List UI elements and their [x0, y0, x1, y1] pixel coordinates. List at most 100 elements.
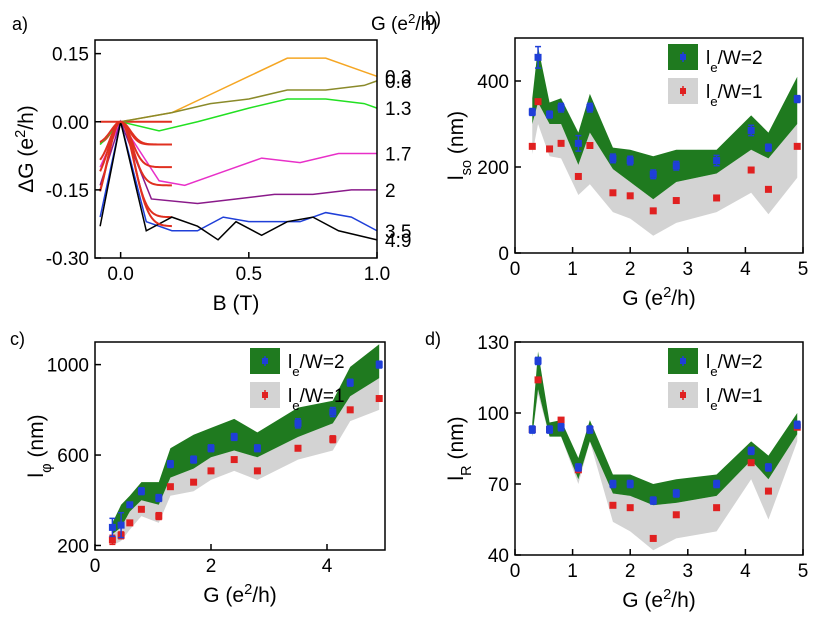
data-point-red — [793, 142, 801, 150]
data-point-red — [609, 189, 617, 197]
data-point-blue — [137, 487, 145, 495]
data-point-red — [626, 504, 634, 512]
x-tick-label: 3 — [683, 561, 694, 582]
data-point-blue — [672, 489, 680, 497]
x-tick-label: 0 — [510, 561, 521, 582]
fit-line-1.3 — [99, 120, 172, 146]
data-point-red — [546, 145, 554, 153]
x-tick-label: 1.0 — [364, 264, 390, 285]
y-tick-label: 400 — [477, 72, 509, 93]
data-point-blue — [108, 523, 116, 531]
panel-label: d) — [425, 329, 441, 349]
series-label-1.3: 1.3 — [385, 99, 411, 120]
y-tick-label: 130 — [477, 333, 509, 354]
plot-frame — [94, 39, 378, 259]
y-tick-label: 1000 — [47, 356, 89, 377]
legend-marker-red — [680, 88, 686, 94]
data-point-blue — [190, 456, 198, 464]
data-point-blue — [346, 379, 354, 387]
x-tick-label: 4 — [740, 561, 751, 582]
x-tick-label: 2 — [625, 259, 636, 280]
x-axis-label: G (e2/h) — [203, 582, 277, 607]
series-line-0.6 — [99, 80, 378, 145]
data-point-blue — [375, 361, 383, 369]
data-point-red — [346, 406, 354, 414]
data-point-red — [557, 416, 565, 424]
data-point-red — [609, 501, 617, 509]
series-line-1.7 — [99, 120, 377, 187]
x-tick-label: 1 — [567, 259, 578, 280]
data-point-red — [649, 534, 657, 542]
series-line-3.5 — [99, 121, 378, 232]
data-point-red — [528, 142, 536, 150]
data-point-red — [534, 98, 542, 106]
panel-label: c) — [10, 329, 25, 349]
data-point-red — [190, 478, 198, 486]
data-point-blue — [230, 433, 238, 441]
panel-d: d) le/W=2 le/W=1 0 1 2 3 4 5 40 70 100 130 G (e2/h) lR… — [425, 329, 808, 612]
data-point-red — [207, 467, 215, 475]
data-point-blue — [747, 447, 755, 455]
data-point-blue — [574, 463, 582, 471]
x-tick-label: 4 — [740, 259, 751, 280]
y-tick-label: 0.15 — [52, 45, 89, 66]
data-point-red — [230, 456, 238, 464]
band-le-w-2 — [532, 46, 798, 200]
data-point-blue — [534, 357, 542, 365]
data-point-red — [649, 207, 657, 215]
data-point-blue — [253, 444, 261, 452]
panel-a: a) 0.30.6 1.3 1.7 2 3.54.9 G (e2/h) 0.0 0.5 1.0 0.… — [12, 11, 438, 316]
series-line-1.3 — [99, 98, 378, 145]
band-le-w-2 — [112, 344, 380, 535]
fit-line-4.9 — [99, 120, 172, 228]
series-label-0.6: 0.6 — [385, 72, 411, 93]
panel-b: b) le/W=2 le/W=1 0 1 2 3 4 5 0 200 400 G (e2/h) lso (… — [425, 9, 808, 310]
data-point-blue — [672, 162, 680, 170]
series-label-1.7: 1.7 — [385, 145, 411, 166]
data-point-blue — [586, 104, 594, 112]
data-point-blue — [747, 126, 755, 134]
data-point-blue — [528, 426, 536, 434]
y-tick-label: -0.30 — [46, 249, 89, 270]
series-header: G (e2/h) — [371, 11, 438, 36]
y-axis-label: ΔG (e2/h) — [13, 105, 38, 193]
data-point-blue — [207, 444, 215, 452]
data-point-red — [672, 197, 680, 205]
data-point-blue — [557, 423, 565, 431]
data-point-red — [294, 444, 302, 452]
y-tick-label: 200 — [477, 158, 509, 179]
data-point-blue — [793, 421, 801, 429]
data-point-red — [713, 504, 721, 512]
data-point-blue — [713, 157, 721, 165]
data-point-blue — [294, 419, 302, 427]
data-point-blue — [155, 494, 163, 502]
y-tick-label: 0 — [498, 244, 509, 265]
data-point-blue — [557, 104, 565, 112]
data-point-red — [137, 505, 145, 513]
data-point-red — [534, 376, 542, 384]
data-point-blue — [166, 460, 174, 468]
y-tick-label: 600 — [57, 446, 89, 467]
data-point-red — [747, 459, 755, 467]
data-point-red — [764, 185, 772, 193]
data-point-red — [764, 487, 772, 495]
band-le-w-1 — [532, 389, 798, 551]
data-point-blue — [609, 154, 617, 162]
y-axis-label: lso (nm) — [445, 111, 475, 180]
data-point-red — [253, 467, 261, 475]
panel-c: c) le/W=2 le/W=1 0 2 4 200 600 1000 G (e2/h) lφ (n… — [10, 329, 386, 607]
legend-marker-blue — [680, 358, 686, 364]
y-tick-label: 0.00 — [52, 113, 89, 134]
data-point-blue — [546, 111, 554, 119]
data-point-red — [557, 139, 565, 147]
x-tick-label: 5 — [798, 561, 809, 582]
data-point-red — [747, 166, 755, 174]
legend-marker-blue — [262, 358, 268, 364]
x-tick-label: 2 — [206, 556, 217, 577]
data-point-blue — [546, 426, 554, 434]
data-point-blue — [764, 144, 772, 152]
data-point-red — [713, 194, 721, 202]
plot-frame — [514, 341, 804, 556]
data-point-blue — [586, 426, 594, 434]
